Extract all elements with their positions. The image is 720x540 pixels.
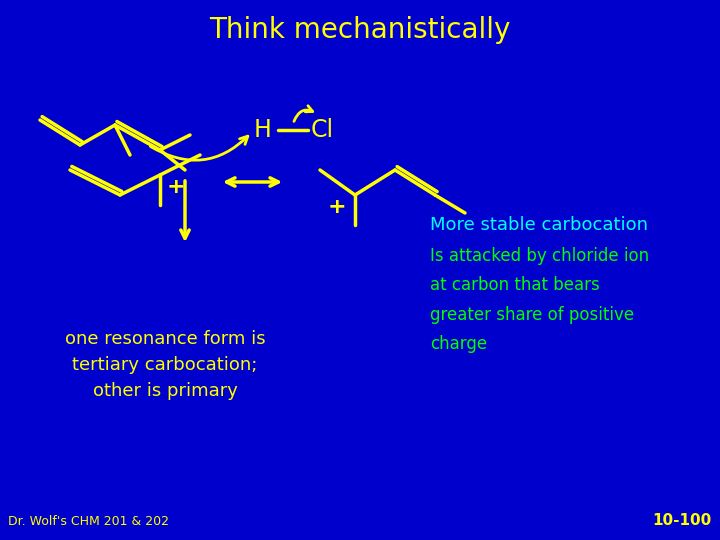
Text: Is attacked by chloride ion
at carbon that bears
greater share of positive
charg: Is attacked by chloride ion at carbon th…: [430, 247, 649, 353]
Text: +: +: [167, 177, 185, 197]
Text: one resonance form is
tertiary carbocation;
other is primary: one resonance form is tertiary carbocati…: [65, 329, 265, 400]
Text: Cl: Cl: [310, 118, 333, 142]
Text: Think mechanistically: Think mechanistically: [210, 16, 510, 44]
Text: More stable carbocation: More stable carbocation: [430, 216, 648, 234]
Text: +: +: [328, 197, 346, 217]
FancyArrowPatch shape: [150, 136, 248, 160]
Text: Dr. Wolf's CHM 201 & 202: Dr. Wolf's CHM 201 & 202: [8, 515, 169, 528]
FancyArrowPatch shape: [294, 106, 312, 122]
Text: 10-100: 10-100: [653, 513, 712, 528]
Text: H: H: [254, 118, 272, 142]
